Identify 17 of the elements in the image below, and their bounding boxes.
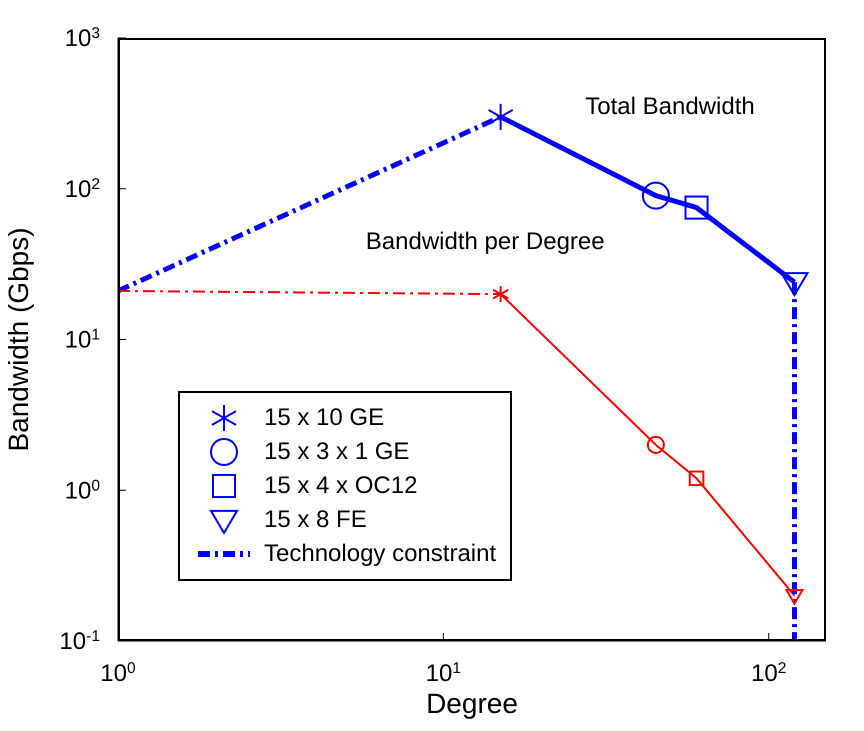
- y-tick-label: 10$^{-1}$: [59, 628, 100, 655]
- x-axis-title: Degree: [426, 688, 518, 719]
- legend-label: 15 x 8 FE: [264, 506, 367, 534]
- legend-label: 15 x 10 GE: [264, 404, 384, 432]
- x-tick-label: 10$^{2}$: [751, 660, 786, 687]
- y-axis-title: Bandwidth (Gbps): [2, 227, 34, 452]
- y-tick-label: 10$^{2}$: [64, 175, 100, 203]
- legend-label: 15 x 4 x OC12: [264, 472, 418, 500]
- x-tick-label: 10$^{1}$: [426, 660, 462, 687]
- y-tick-label: 10$^{0}$: [64, 476, 100, 504]
- y-tick-label: 10$^{1}$: [64, 326, 100, 354]
- legend-label: 15 x 3 x 1 GE: [264, 438, 410, 466]
- annotation: Total Bandwidth: [585, 93, 755, 121]
- y-tick-label: 10$^{3}$: [64, 24, 100, 52]
- annotation: Bandwidth per Degree: [366, 228, 605, 256]
- legend-label: Technology constraint: [264, 540, 496, 568]
- x-tick-label: 10$^{0}$: [100, 660, 136, 687]
